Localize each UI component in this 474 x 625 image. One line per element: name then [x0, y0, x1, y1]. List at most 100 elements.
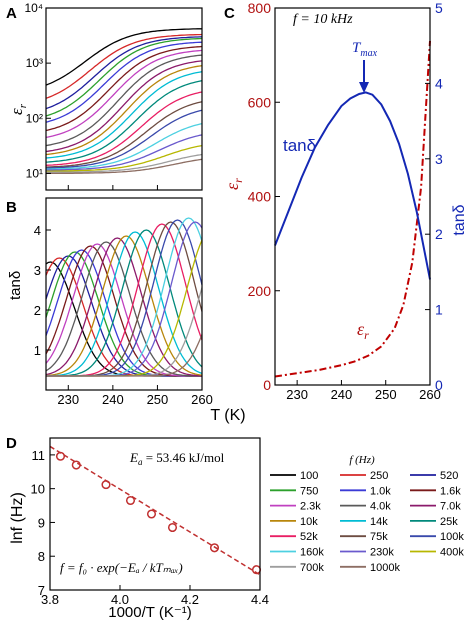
- ytick-label-c-right: 1: [435, 302, 443, 318]
- panel-d-ylabel: lnf (Hz): [9, 492, 26, 544]
- legend-label-230k: 230k: [370, 547, 394, 559]
- ytick-label-b: 1: [34, 343, 41, 358]
- legend-label-1.6k: 1.6k: [440, 485, 461, 497]
- panel-d-ea: Ea = 53.46 kJ/mol: [129, 450, 225, 467]
- xtick-label-d: 4.2: [181, 592, 199, 607]
- legend-label-10k: 10k: [300, 516, 318, 528]
- series-a-1.0k: [45, 41, 203, 123]
- panel-b-ylabel: tanδ: [7, 271, 24, 300]
- ytick-label-a: 10⁴: [24, 1, 43, 15]
- xtick-label-b: 250: [147, 392, 169, 407]
- legend-label-250: 250: [370, 470, 388, 482]
- legend-label-100k: 100k: [440, 531, 464, 543]
- series-a-1.6k: [45, 45, 203, 132]
- legend-label-100: 100: [300, 470, 318, 482]
- series-b-1000k: [46, 334, 203, 377]
- xtick-label-c: 250: [375, 387, 397, 402]
- ytick-label-a: 10²: [26, 111, 43, 125]
- xtick-label-c: 240: [331, 387, 353, 402]
- panel-a-letter: A: [6, 5, 17, 22]
- series-c-tand: [274, 91, 431, 280]
- ytick-label-c-right: 5: [435, 0, 443, 16]
- panel-c: C εr tanδ 0 200 400 600 800 0 1 2 3 4 5 230 240 250 26…: [222, 0, 468, 402]
- panel-b: B tanδ 1 2 3 4 230 240 250 260: [6, 197, 213, 407]
- legend-label-52k: 52k: [300, 531, 318, 543]
- data-point-d: [209, 543, 220, 553]
- xtick-label-d: 4.0: [111, 592, 129, 607]
- panel-c-tan-label: tanδ: [283, 136, 316, 155]
- series-b-14k: [45, 231, 203, 377]
- ytick-label-d: 9: [38, 515, 45, 530]
- panel-c-eps-label: εr: [357, 319, 369, 342]
- panel-d-frame: [49, 437, 261, 591]
- series-b-7.0k: [45, 237, 203, 377]
- data-point-d: [146, 509, 157, 519]
- xtick-label-d: 4.4: [251, 592, 269, 607]
- legend-label-7.0k: 7.0k: [440, 501, 461, 513]
- series-b-75k: [46, 221, 203, 377]
- series-a-4.0k: [45, 54, 203, 147]
- series-a-400k: [46, 144, 203, 172]
- panel-d-plot: 7 8 9 10 11 3.8 4.0 4.2 4.4: [31, 437, 269, 607]
- panel-d-xlabel: 1000/T (K⁻¹): [108, 604, 192, 621]
- data-point-d: [167, 522, 178, 533]
- legend-label-1.0k: 1.0k: [370, 485, 391, 497]
- legend-entries: 100 250 520 750 1.0k 1.6k 2.3k 4.0k 7.0k 10k 14k 25…: [270, 470, 464, 574]
- series-b-25k: [46, 229, 203, 377]
- series-a-10k: [45, 65, 203, 156]
- panel-c-frame: [274, 7, 431, 386]
- data-point-d: [101, 480, 111, 490]
- series-a-25k: [45, 80, 203, 163]
- series-a-14k: [45, 71, 203, 159]
- xtick-label-b: 240: [102, 392, 124, 407]
- ytick-label-c-left: 200: [248, 283, 272, 299]
- panel-c-plot: 0 200 400 600 800 0 1 2 3 4 5 230 240 250 260: [248, 0, 443, 402]
- panel-a-frame: [45, 7, 203, 191]
- ytick-label-d: 8: [38, 549, 45, 564]
- ytick-label-c-left: 800: [248, 0, 272, 16]
- panel-a-plot: 10¹ 10² 10³ 10⁴: [24, 1, 203, 191]
- series-b-10k: [45, 235, 203, 377]
- series-a-250: [45, 33, 203, 99]
- series-b-700k: [46, 287, 203, 377]
- ytick-label-d: 11: [32, 448, 46, 463]
- shared-xlabel: T (K): [210, 407, 245, 424]
- panel-c-tmax-label: Tmax: [352, 40, 378, 59]
- series-b-2.3k: [45, 243, 202, 377]
- ytick-label-c-left: 0: [263, 377, 271, 393]
- ytick-label-b: 3: [34, 263, 41, 278]
- legend-label-750: 750: [300, 485, 318, 497]
- tmax-arrow-head: [359, 82, 369, 93]
- series-a-52k: [45, 91, 203, 166]
- fit-line-d: [49, 445, 261, 576]
- ytick-label-b: 2: [34, 303, 41, 318]
- data-point-d: [71, 460, 81, 470]
- series-a-160k: [46, 122, 203, 170]
- legend-label-4.0k: 4.0k: [370, 501, 391, 513]
- legend-label-75k: 75k: [370, 531, 388, 543]
- panel-c-yleft-label: εr: [222, 178, 245, 190]
- legend-label-700k: 700k: [300, 562, 324, 574]
- series-c-epsr: [274, 40, 431, 378]
- ytick-label-b: 4: [34, 223, 41, 238]
- panel-d-letter: D: [6, 435, 17, 452]
- ytick-label-a: 10¹: [26, 166, 43, 180]
- series-a-100: [45, 28, 202, 86]
- ytick-label-c-left: 600: [248, 94, 272, 110]
- legend-label-14k: 14k: [370, 516, 388, 528]
- series-a-2.3k: [45, 49, 203, 139]
- series-a-7.0k: [45, 60, 203, 153]
- ytick-label-c-right: 2: [435, 226, 443, 242]
- ytick-label-c-right: 3: [435, 151, 443, 167]
- data-point-d: [125, 495, 136, 506]
- ytick-label-c-left: 400: [248, 189, 272, 205]
- xtick-label-b: 230: [57, 392, 79, 407]
- legend-label-400k: 400k: [440, 547, 464, 559]
- legend-label-160k: 160k: [300, 547, 324, 559]
- data-point-d: [55, 451, 66, 461]
- ytick-label-d: 7: [38, 583, 45, 598]
- series-a-750: [45, 37, 203, 117]
- series-a-700k: [46, 153, 203, 173]
